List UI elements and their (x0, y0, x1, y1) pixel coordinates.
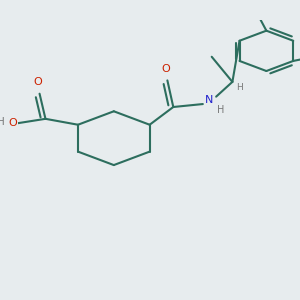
Text: O: O (161, 64, 170, 74)
Text: N: N (205, 95, 214, 106)
Text: O: O (9, 118, 17, 128)
Text: H: H (217, 105, 224, 115)
Text: O: O (34, 77, 43, 88)
Text: H: H (0, 117, 5, 127)
Text: H: H (236, 83, 243, 92)
